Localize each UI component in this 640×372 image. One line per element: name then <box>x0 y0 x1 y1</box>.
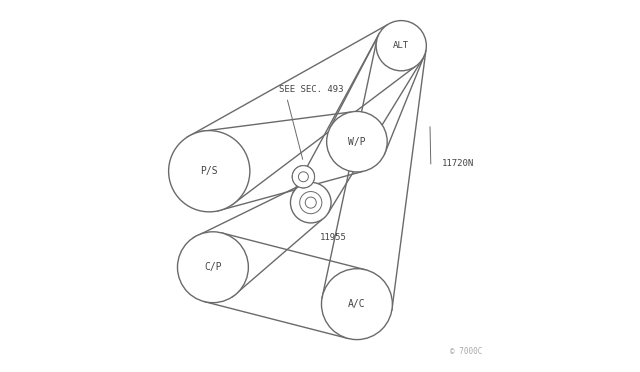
Circle shape <box>292 166 314 188</box>
Text: © 7000C: © 7000C <box>450 347 483 356</box>
Text: A/C: A/C <box>348 299 365 309</box>
Text: SEE SEC. 493: SEE SEC. 493 <box>280 85 344 94</box>
Text: P/S: P/S <box>200 166 218 176</box>
Text: 11720N: 11720N <box>442 159 474 169</box>
Circle shape <box>326 112 387 172</box>
Circle shape <box>376 20 426 71</box>
Text: W/P: W/P <box>348 137 365 147</box>
Circle shape <box>305 197 316 208</box>
Circle shape <box>292 166 314 188</box>
Circle shape <box>168 131 250 212</box>
Text: 11955: 11955 <box>320 233 347 242</box>
Circle shape <box>321 269 392 340</box>
Circle shape <box>300 192 322 214</box>
Circle shape <box>291 182 331 223</box>
Text: C/P: C/P <box>204 262 221 272</box>
Circle shape <box>177 232 248 303</box>
Text: ALT: ALT <box>393 41 410 50</box>
